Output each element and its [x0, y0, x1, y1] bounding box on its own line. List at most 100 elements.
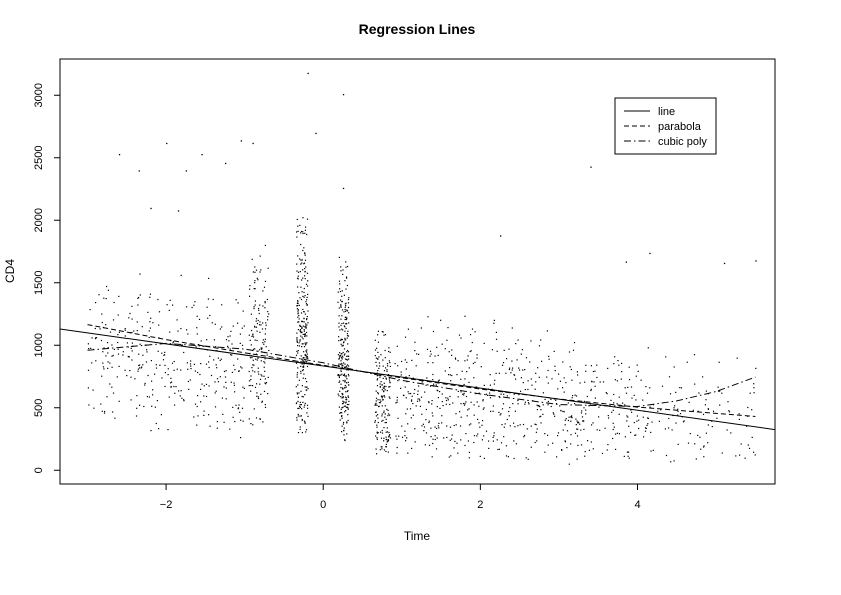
- scatter-point: [124, 335, 126, 337]
- scatter-point: [261, 348, 263, 350]
- scatter-point: [585, 370, 587, 372]
- scatter-point: [306, 361, 308, 363]
- scatter-point: [307, 407, 309, 409]
- scatter-point: [570, 368, 572, 371]
- scatter-point: [383, 437, 385, 439]
- scatter-point: [265, 322, 267, 324]
- scatter-point: [304, 334, 306, 336]
- scatter-point: [468, 408, 470, 410]
- scatter-point: [503, 393, 505, 395]
- scatter-point: [250, 313, 252, 315]
- scatter-point: [263, 361, 265, 363]
- scatter-point: [154, 406, 156, 408]
- scatter-point: [395, 402, 397, 404]
- scatter-point: [297, 305, 299, 307]
- scatter-point: [338, 376, 340, 379]
- scatter-point: [254, 326, 256, 328]
- scatter-point: [301, 327, 303, 329]
- scatter-point: [107, 342, 109, 344]
- scatter-point: [340, 305, 342, 307]
- scatter-point: [252, 336, 255, 338]
- scatter-point: [304, 229, 306, 231]
- scatter-point: [635, 434, 637, 436]
- scatter-point: [250, 379, 252, 381]
- scatter-point: [299, 339, 301, 341]
- scatter-point: [193, 363, 195, 365]
- scatter-point: [482, 400, 484, 402]
- scatter-point: [438, 379, 440, 381]
- scatter-point: [101, 410, 103, 412]
- scatter-point: [306, 404, 309, 406]
- scatter-point: [297, 396, 299, 398]
- scatter-point: [346, 351, 348, 353]
- scatter-point: [158, 428, 160, 430]
- scatter-point: [213, 359, 215, 361]
- scatter-point: [347, 381, 349, 383]
- scatter-point: [408, 393, 410, 395]
- scatter-point: [547, 404, 549, 406]
- scatter-point: [296, 392, 298, 394]
- scatter-point: [340, 338, 342, 340]
- scatter-point: [631, 397, 633, 399]
- scatter-point: [340, 396, 342, 398]
- scatter-point: [432, 379, 434, 381]
- scatter-point: [387, 374, 390, 376]
- scatter-point: [151, 405, 153, 407]
- scatter-point: [304, 402, 306, 404]
- scatter-point: [544, 451, 546, 453]
- scatter-point: [254, 288, 256, 290]
- scatter-point: [255, 417, 258, 419]
- scatter-point: [381, 384, 383, 386]
- scatter-point: [677, 410, 679, 412]
- scatter-point: [536, 409, 538, 411]
- scatter-point: [620, 378, 622, 380]
- scatter-point: [264, 404, 266, 406]
- scatter-point: [628, 379, 631, 381]
- scatter-point: [296, 218, 298, 221]
- scatter-point: [430, 427, 432, 429]
- scatter-point: [438, 422, 440, 424]
- scatter-point: [229, 335, 231, 337]
- scatter-point: [263, 343, 265, 345]
- scatter-point: [502, 362, 505, 364]
- scatter-point: [304, 333, 306, 335]
- scatter-point: [304, 354, 306, 356]
- scatter-point: [345, 397, 348, 399]
- scatter-point: [161, 377, 163, 379]
- scatter-point: [94, 327, 96, 330]
- scatter-point: [250, 423, 252, 425]
- scatter-point: [378, 362, 380, 364]
- scatter-point: [467, 355, 469, 357]
- scatter-point: [118, 295, 120, 297]
- scatter-point: [307, 280, 309, 282]
- scatter-point: [139, 367, 141, 369]
- scatter-point: [341, 415, 343, 417]
- scatter-point: [296, 332, 298, 334]
- scatter-point: [647, 417, 649, 419]
- scatter-point: [628, 451, 630, 453]
- scatter-point: [448, 456, 450, 458]
- scatter-point: [510, 372, 512, 374]
- scatter-point: [200, 401, 202, 403]
- scatter-point: [445, 397, 447, 399]
- scatter-point: [739, 454, 741, 456]
- scatter-point: [113, 301, 115, 304]
- scatter-point: [507, 456, 509, 458]
- scatter-point: [436, 437, 438, 439]
- scatter-point: [122, 354, 124, 356]
- scatter-point: [607, 444, 609, 446]
- scatter-point: [237, 322, 239, 324]
- scatter-point: [530, 446, 532, 448]
- scatter-point: [341, 397, 343, 399]
- scatter-point: [577, 444, 579, 446]
- scatter-point: [423, 430, 425, 432]
- scatter-point: [302, 308, 304, 311]
- scatter-point: [297, 312, 299, 314]
- scatter-point: [255, 353, 257, 355]
- scatter-point: [436, 427, 438, 430]
- scatter-point-outlier: [252, 142, 254, 145]
- scatter-point: [297, 329, 299, 331]
- scatter-point: [234, 391, 236, 393]
- scatter-point: [305, 301, 307, 303]
- scatter-point: [170, 386, 172, 388]
